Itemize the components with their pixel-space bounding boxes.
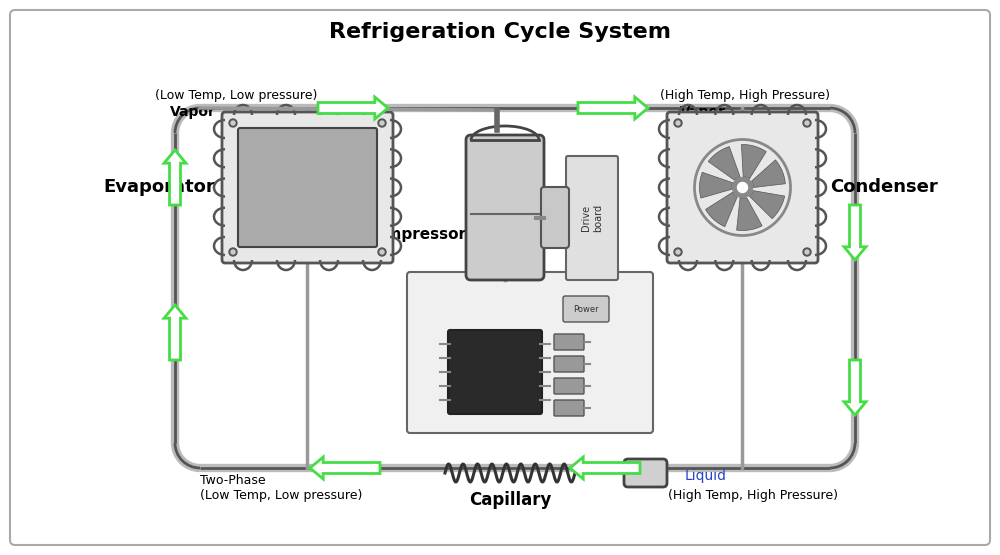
Circle shape: [732, 178, 753, 198]
Circle shape: [674, 119, 682, 127]
FancyArrow shape: [310, 457, 380, 479]
FancyArrow shape: [164, 305, 186, 360]
Circle shape: [676, 250, 680, 254]
FancyBboxPatch shape: [10, 10, 990, 545]
Circle shape: [378, 248, 386, 256]
FancyArrow shape: [844, 360, 866, 415]
Circle shape: [803, 248, 811, 256]
Text: Condenser: Condenser: [830, 179, 938, 196]
Circle shape: [229, 119, 237, 127]
Polygon shape: [749, 190, 785, 219]
Polygon shape: [741, 144, 766, 179]
FancyBboxPatch shape: [238, 128, 377, 247]
FancyBboxPatch shape: [222, 112, 393, 263]
Circle shape: [380, 121, 384, 125]
FancyBboxPatch shape: [541, 187, 569, 248]
FancyBboxPatch shape: [554, 378, 584, 394]
Circle shape: [805, 121, 809, 125]
Text: Vapor: Vapor: [680, 105, 726, 119]
Circle shape: [805, 250, 809, 254]
Circle shape: [231, 250, 235, 254]
Polygon shape: [708, 147, 740, 180]
FancyArrow shape: [164, 150, 186, 205]
FancyBboxPatch shape: [448, 330, 542, 414]
Text: (Low Temp, Low pressure): (Low Temp, Low pressure): [155, 88, 317, 102]
Polygon shape: [700, 172, 733, 198]
Circle shape: [380, 250, 384, 254]
Circle shape: [676, 121, 680, 125]
Polygon shape: [752, 160, 785, 188]
Text: Evaporator: Evaporator: [103, 179, 215, 196]
Text: Liquid: Liquid: [685, 469, 727, 483]
Polygon shape: [737, 198, 762, 230]
Text: Power: Power: [573, 305, 599, 314]
FancyArrow shape: [318, 97, 388, 119]
FancyBboxPatch shape: [667, 112, 818, 263]
Text: (Low Temp, Low pressure): (Low Temp, Low pressure): [200, 490, 362, 502]
Circle shape: [229, 248, 237, 256]
FancyBboxPatch shape: [566, 156, 618, 280]
Circle shape: [738, 183, 748, 193]
Circle shape: [231, 121, 235, 125]
FancyBboxPatch shape: [466, 135, 544, 280]
Circle shape: [803, 119, 811, 127]
Polygon shape: [706, 192, 737, 226]
Text: (High Temp, High Pressure): (High Temp, High Pressure): [660, 88, 830, 102]
Text: Capillary: Capillary: [469, 491, 551, 509]
Text: Two-Phase: Two-Phase: [200, 473, 266, 487]
Text: Vapor: Vapor: [170, 105, 216, 119]
FancyBboxPatch shape: [563, 296, 609, 322]
Text: Refrigeration Cycle System: Refrigeration Cycle System: [329, 22, 671, 42]
FancyBboxPatch shape: [554, 400, 584, 416]
Text: Drive
board: Drive board: [581, 204, 603, 232]
FancyBboxPatch shape: [554, 356, 584, 372]
Circle shape: [378, 119, 386, 127]
Circle shape: [674, 248, 682, 256]
FancyArrow shape: [578, 97, 648, 119]
FancyArrow shape: [844, 205, 866, 260]
FancyArrow shape: [570, 457, 640, 479]
FancyBboxPatch shape: [407, 272, 653, 433]
Text: Compressor: Compressor: [364, 227, 466, 242]
FancyBboxPatch shape: [554, 334, 584, 350]
FancyBboxPatch shape: [624, 459, 667, 487]
Text: (High Temp, High Pressure): (High Temp, High Pressure): [668, 488, 838, 502]
